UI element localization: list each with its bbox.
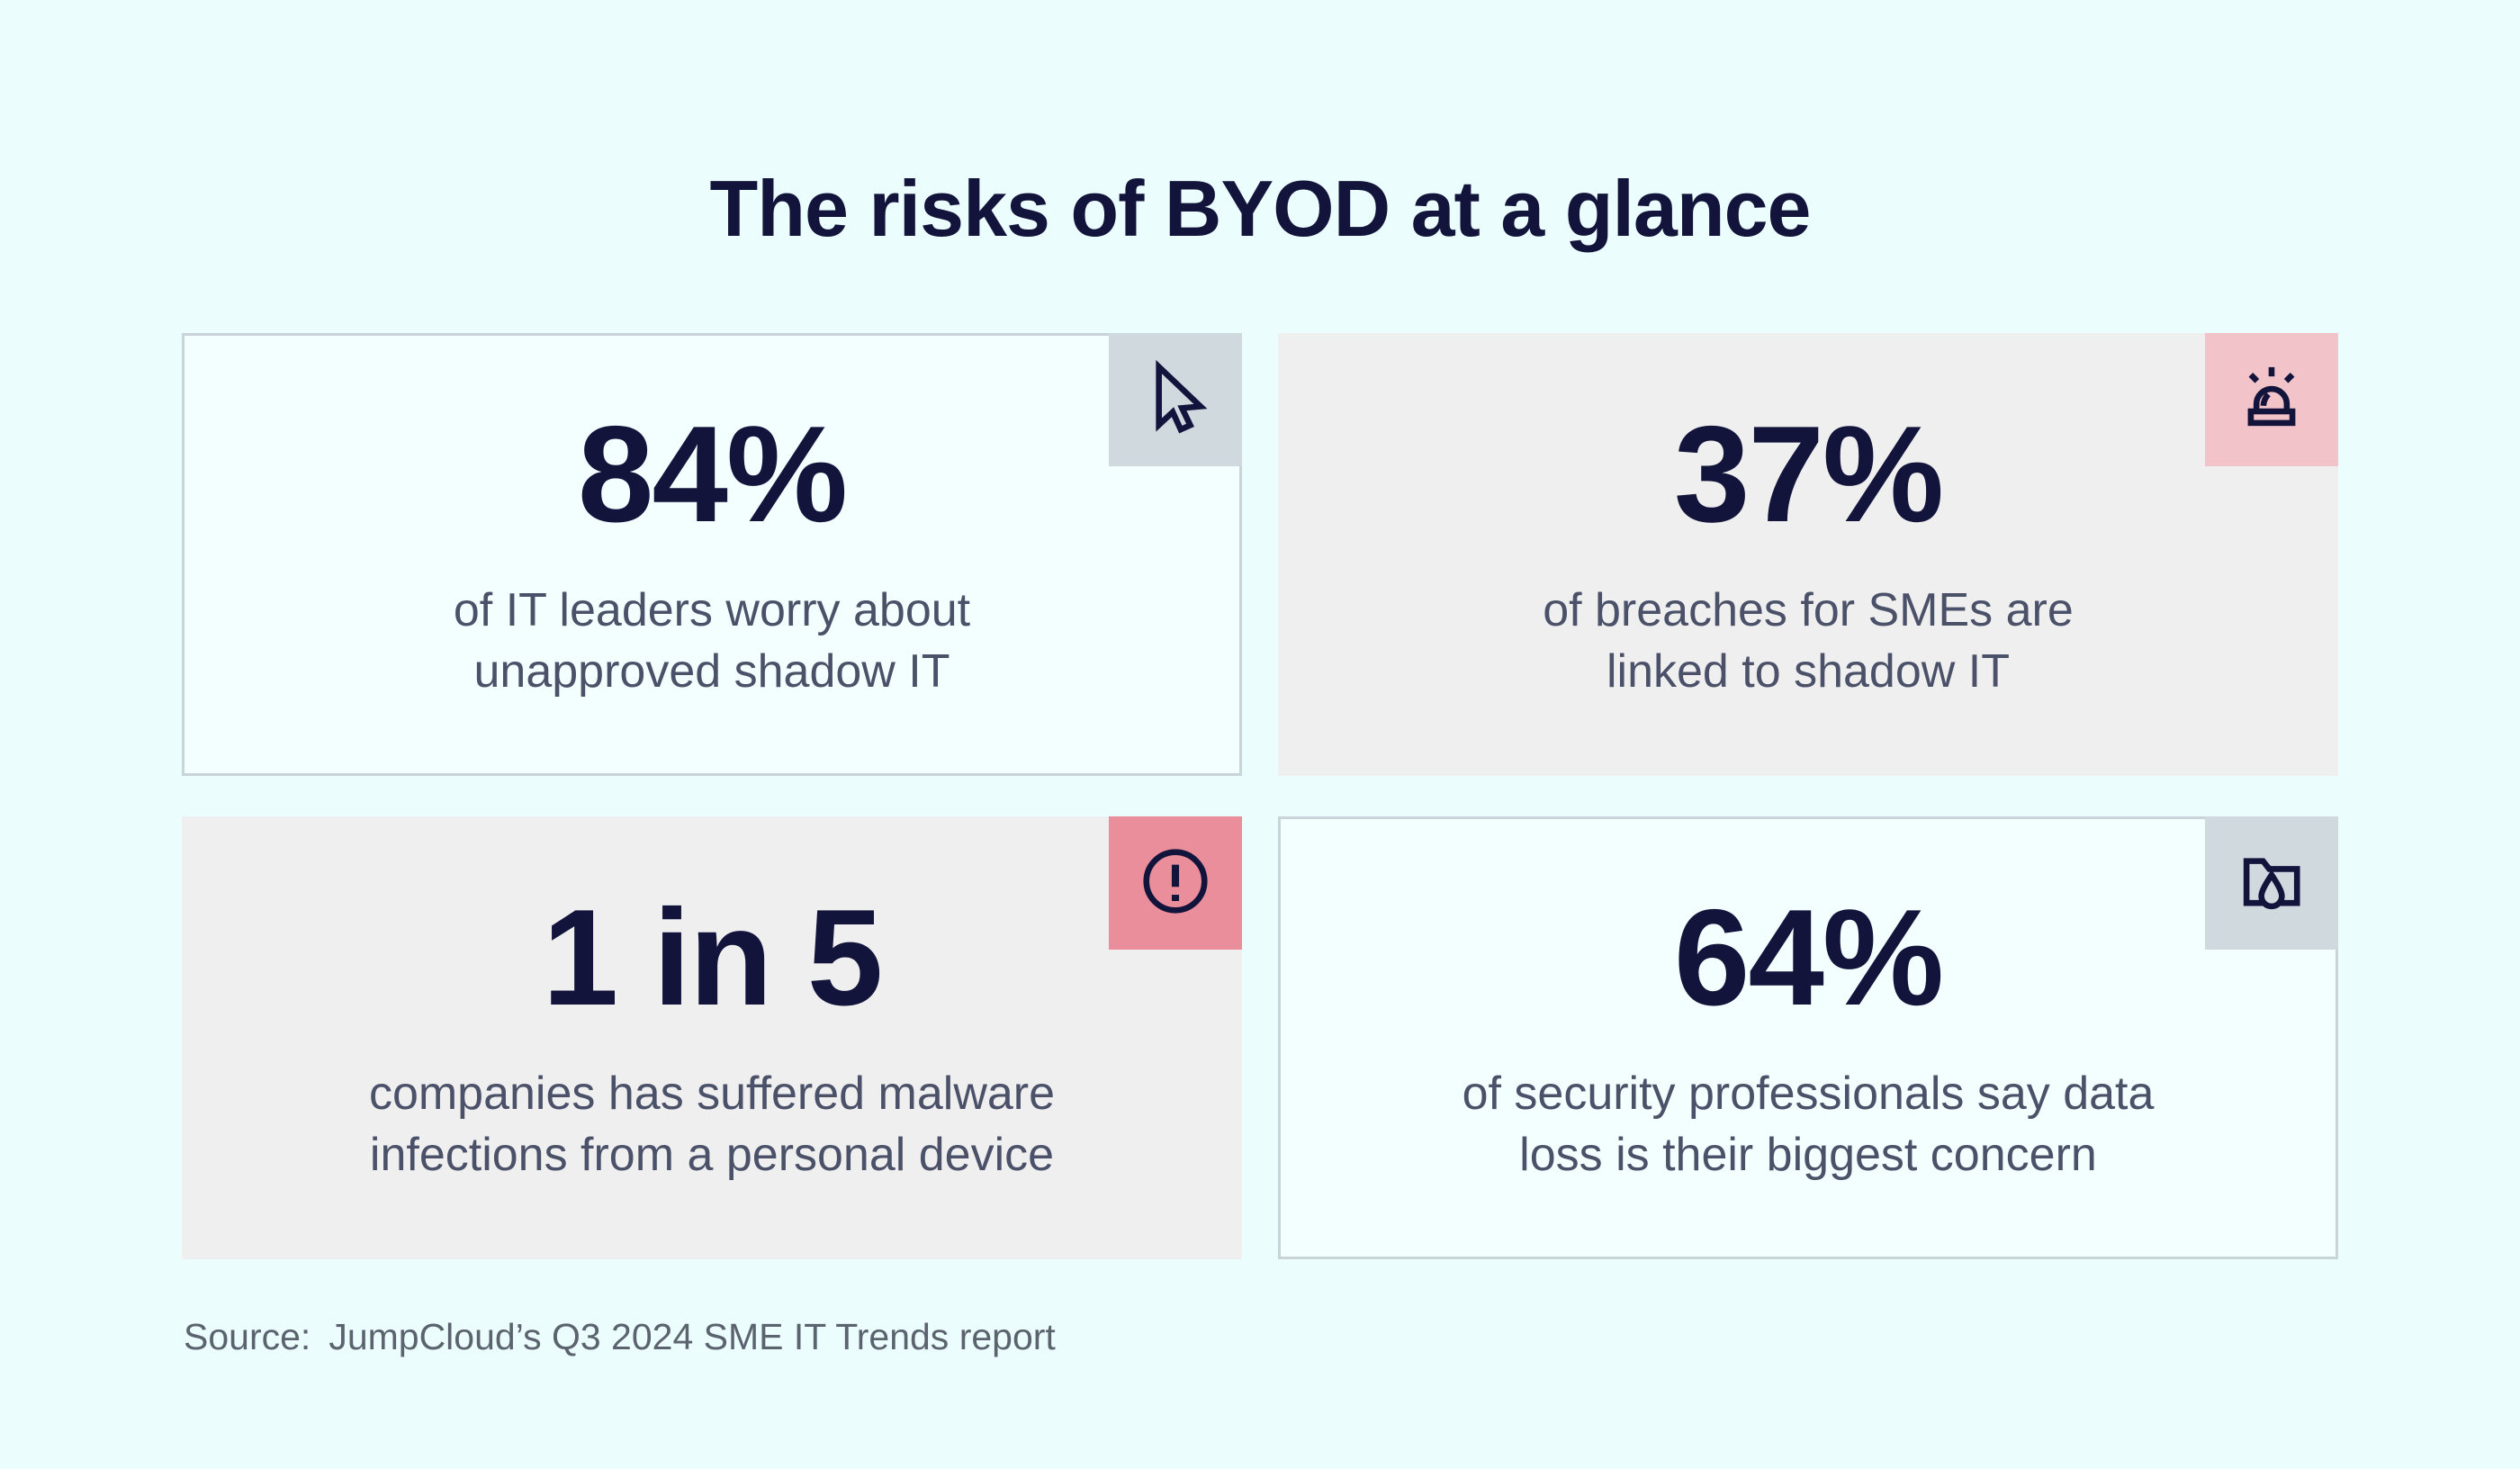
icon-box: [1109, 816, 1242, 950]
stat-card-data-loss: 64% of security professionals say data l…: [1278, 816, 2338, 1259]
stat-value: 84%: [577, 398, 848, 552]
page-title: The risks of BYOD at a glance: [709, 163, 1812, 253]
stat-description: of breaches for SMEs are linked to shado…: [1543, 581, 2074, 702]
siren-icon: [2232, 358, 2311, 442]
stat-value: 1 in 5: [542, 881, 884, 1035]
stat-description: of security professionals say data loss …: [1462, 1064, 2155, 1185]
stat-card-grid: 84% of IT leaders worry about unapproved…: [182, 333, 2338, 1259]
stat-card-malware-infections: 1 in 5 companies has suffered malware in…: [182, 816, 1242, 1259]
stat-card-shadow-it-worry: 84% of IT leaders worry about unapproved…: [182, 333, 1242, 776]
source-label: Source:: [184, 1316, 311, 1357]
stat-description-line: of IT leaders worry about: [453, 584, 971, 637]
cursor-icon: [1136, 358, 1215, 442]
stat-description-line: companies has suffered malware: [368, 1068, 1056, 1121]
icon-box: [2205, 333, 2338, 466]
stat-description: companies has suffered malware infection…: [369, 1064, 1055, 1185]
stat-description: of IT leaders worry about unapproved sha…: [454, 581, 970, 702]
stat-value: 64%: [1673, 881, 1944, 1035]
stat-description-line: of breaches for SMEs are: [1543, 584, 2074, 637]
source-text: JumpCloud’s Q3 2024 SME IT Trends report: [328, 1316, 1056, 1357]
stat-value: 37%: [1673, 398, 1944, 552]
folder-leak-icon: [2232, 842, 2311, 925]
stat-description-line: linked to shadow IT: [1606, 645, 2010, 698]
icon-box: [1109, 333, 1242, 466]
stat-card-sme-breaches: 37% of breaches for SMEs are linked to s…: [1278, 333, 2338, 776]
source-note: Source: JumpCloud’s Q3 2024 SME IT Trends…: [184, 1316, 1056, 1358]
icon-box: [2205, 816, 2338, 950]
stat-description-line: of security professionals say data: [1462, 1068, 2155, 1121]
stat-description-line: loss is their biggest concern: [1519, 1129, 2097, 1181]
stat-description-line: unapproved shadow IT: [473, 645, 950, 698]
stat-description-line: infections from a personal device: [369, 1129, 1055, 1181]
alert-circle-icon: [1136, 842, 1215, 925]
